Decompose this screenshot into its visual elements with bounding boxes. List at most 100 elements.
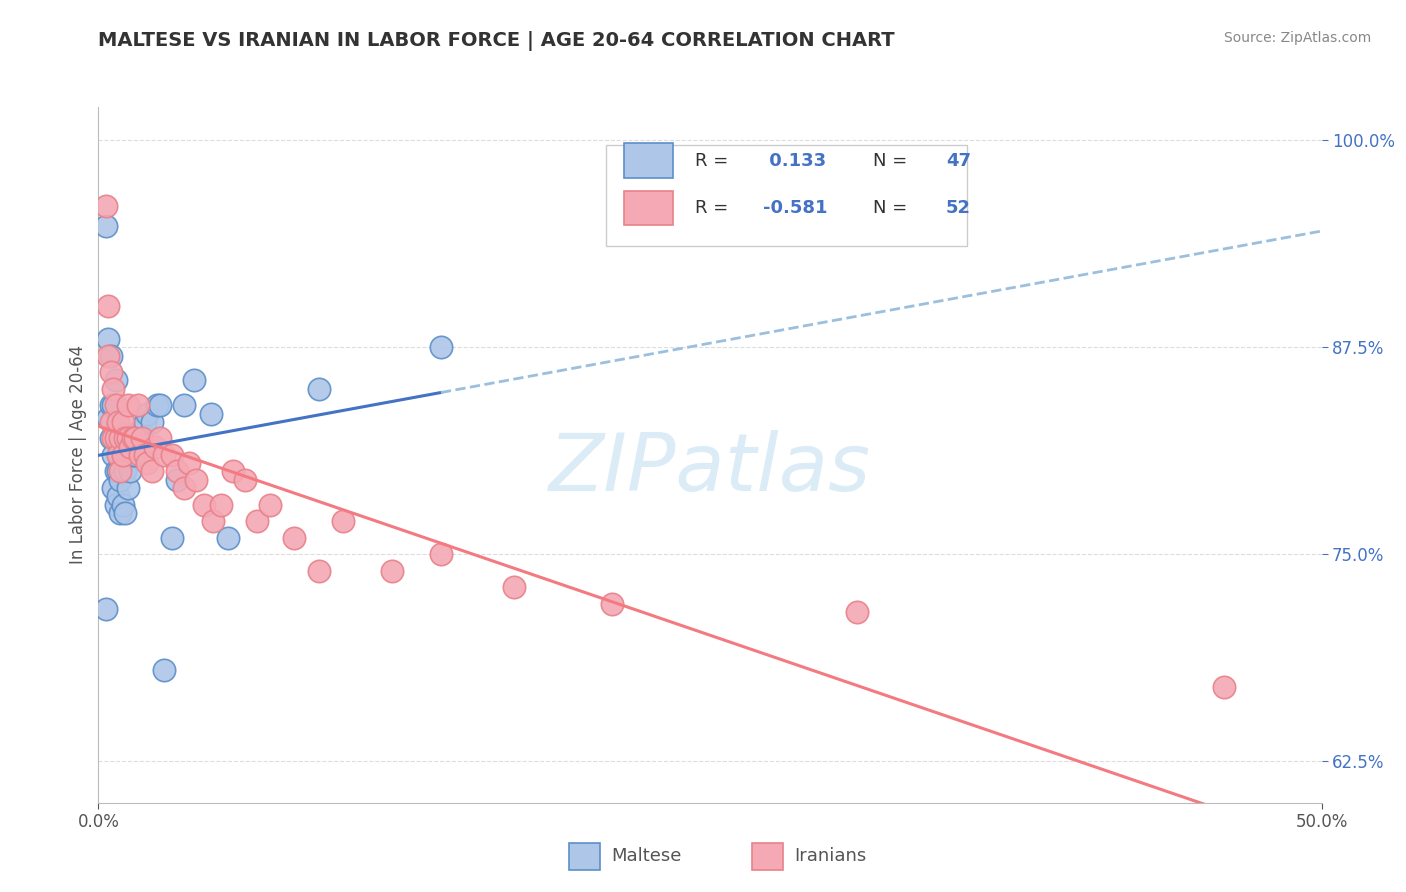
Point — [117, 431, 139, 445]
Point — [111, 448, 134, 462]
Point — [146, 398, 169, 412]
Text: Source: ZipAtlas.com: Source: ZipAtlas.com — [1223, 31, 1371, 45]
Point — [149, 398, 172, 412]
Point — [200, 407, 222, 421]
Point — [723, 813, 745, 827]
Point — [845, 605, 868, 619]
Point — [127, 431, 149, 445]
Point — [202, 514, 225, 528]
Point — [222, 465, 245, 479]
Point — [503, 581, 526, 595]
Point — [100, 431, 122, 445]
Text: N =: N = — [873, 152, 912, 169]
Point — [114, 431, 136, 445]
Point — [131, 423, 153, 437]
FancyBboxPatch shape — [624, 191, 673, 226]
FancyBboxPatch shape — [624, 144, 673, 178]
Point — [110, 431, 132, 445]
Point — [141, 415, 163, 429]
Point — [124, 431, 146, 445]
Point — [97, 332, 120, 346]
Point — [129, 448, 152, 462]
Point — [233, 473, 256, 487]
Point — [104, 423, 127, 437]
Point — [104, 465, 127, 479]
Point — [134, 415, 156, 429]
Point — [308, 382, 330, 396]
Point — [100, 398, 122, 412]
Point — [166, 465, 188, 479]
FancyBboxPatch shape — [606, 145, 967, 246]
Point — [107, 448, 129, 462]
Point — [134, 448, 156, 462]
Point — [101, 481, 124, 495]
Point — [101, 448, 124, 462]
Point — [97, 411, 120, 425]
Point — [107, 489, 129, 503]
Point — [100, 415, 122, 429]
Text: Iranians: Iranians — [794, 847, 866, 865]
Point — [160, 448, 183, 462]
Point — [94, 199, 117, 213]
Point — [166, 473, 188, 487]
Point — [1212, 680, 1234, 694]
Point — [186, 473, 208, 487]
Point — [111, 498, 134, 512]
Point — [308, 564, 330, 578]
Point — [117, 431, 139, 445]
Point — [430, 547, 453, 561]
Point — [120, 440, 142, 454]
Point — [136, 407, 159, 421]
Point — [129, 423, 152, 437]
Point — [121, 448, 143, 462]
Point — [430, 340, 453, 354]
Text: MALTESE VS IRANIAN IN LABOR FORCE | AGE 20-64 CORRELATION CHART: MALTESE VS IRANIAN IN LABOR FORCE | AGE … — [98, 31, 896, 51]
Point — [110, 440, 132, 454]
Point — [283, 531, 305, 545]
Point — [193, 498, 215, 512]
Point — [97, 299, 120, 313]
Text: 47: 47 — [946, 152, 972, 169]
Point — [94, 219, 117, 234]
Point — [217, 531, 239, 545]
Y-axis label: In Labor Force | Age 20-64: In Labor Force | Age 20-64 — [69, 345, 87, 565]
Point — [97, 349, 120, 363]
Point — [110, 473, 132, 487]
Point — [381, 564, 404, 578]
Point — [111, 415, 134, 429]
Point — [117, 398, 139, 412]
Text: R =: R = — [696, 199, 734, 217]
Point — [117, 481, 139, 495]
Point — [101, 382, 124, 396]
Point — [131, 431, 153, 445]
Point — [259, 498, 281, 512]
Point — [177, 456, 200, 470]
Point — [153, 448, 176, 462]
Point — [104, 498, 127, 512]
Text: N =: N = — [873, 199, 912, 217]
Point — [110, 506, 132, 520]
Point — [100, 365, 122, 379]
Point — [104, 398, 127, 412]
Point — [104, 431, 127, 445]
Point — [141, 465, 163, 479]
Point — [121, 431, 143, 445]
Point — [173, 481, 195, 495]
Point — [143, 440, 166, 454]
Point — [120, 440, 142, 454]
Point — [100, 349, 122, 363]
Point — [107, 431, 129, 445]
Point — [149, 431, 172, 445]
Point — [110, 465, 132, 479]
Point — [173, 398, 195, 412]
Text: -0.581: -0.581 — [762, 199, 827, 217]
Point — [101, 398, 124, 412]
Point — [104, 373, 127, 387]
Text: 52: 52 — [946, 199, 972, 217]
Point — [107, 465, 129, 479]
Point — [94, 602, 117, 616]
Point — [600, 597, 623, 611]
Point — [136, 456, 159, 470]
Point — [183, 373, 205, 387]
Point — [120, 465, 142, 479]
